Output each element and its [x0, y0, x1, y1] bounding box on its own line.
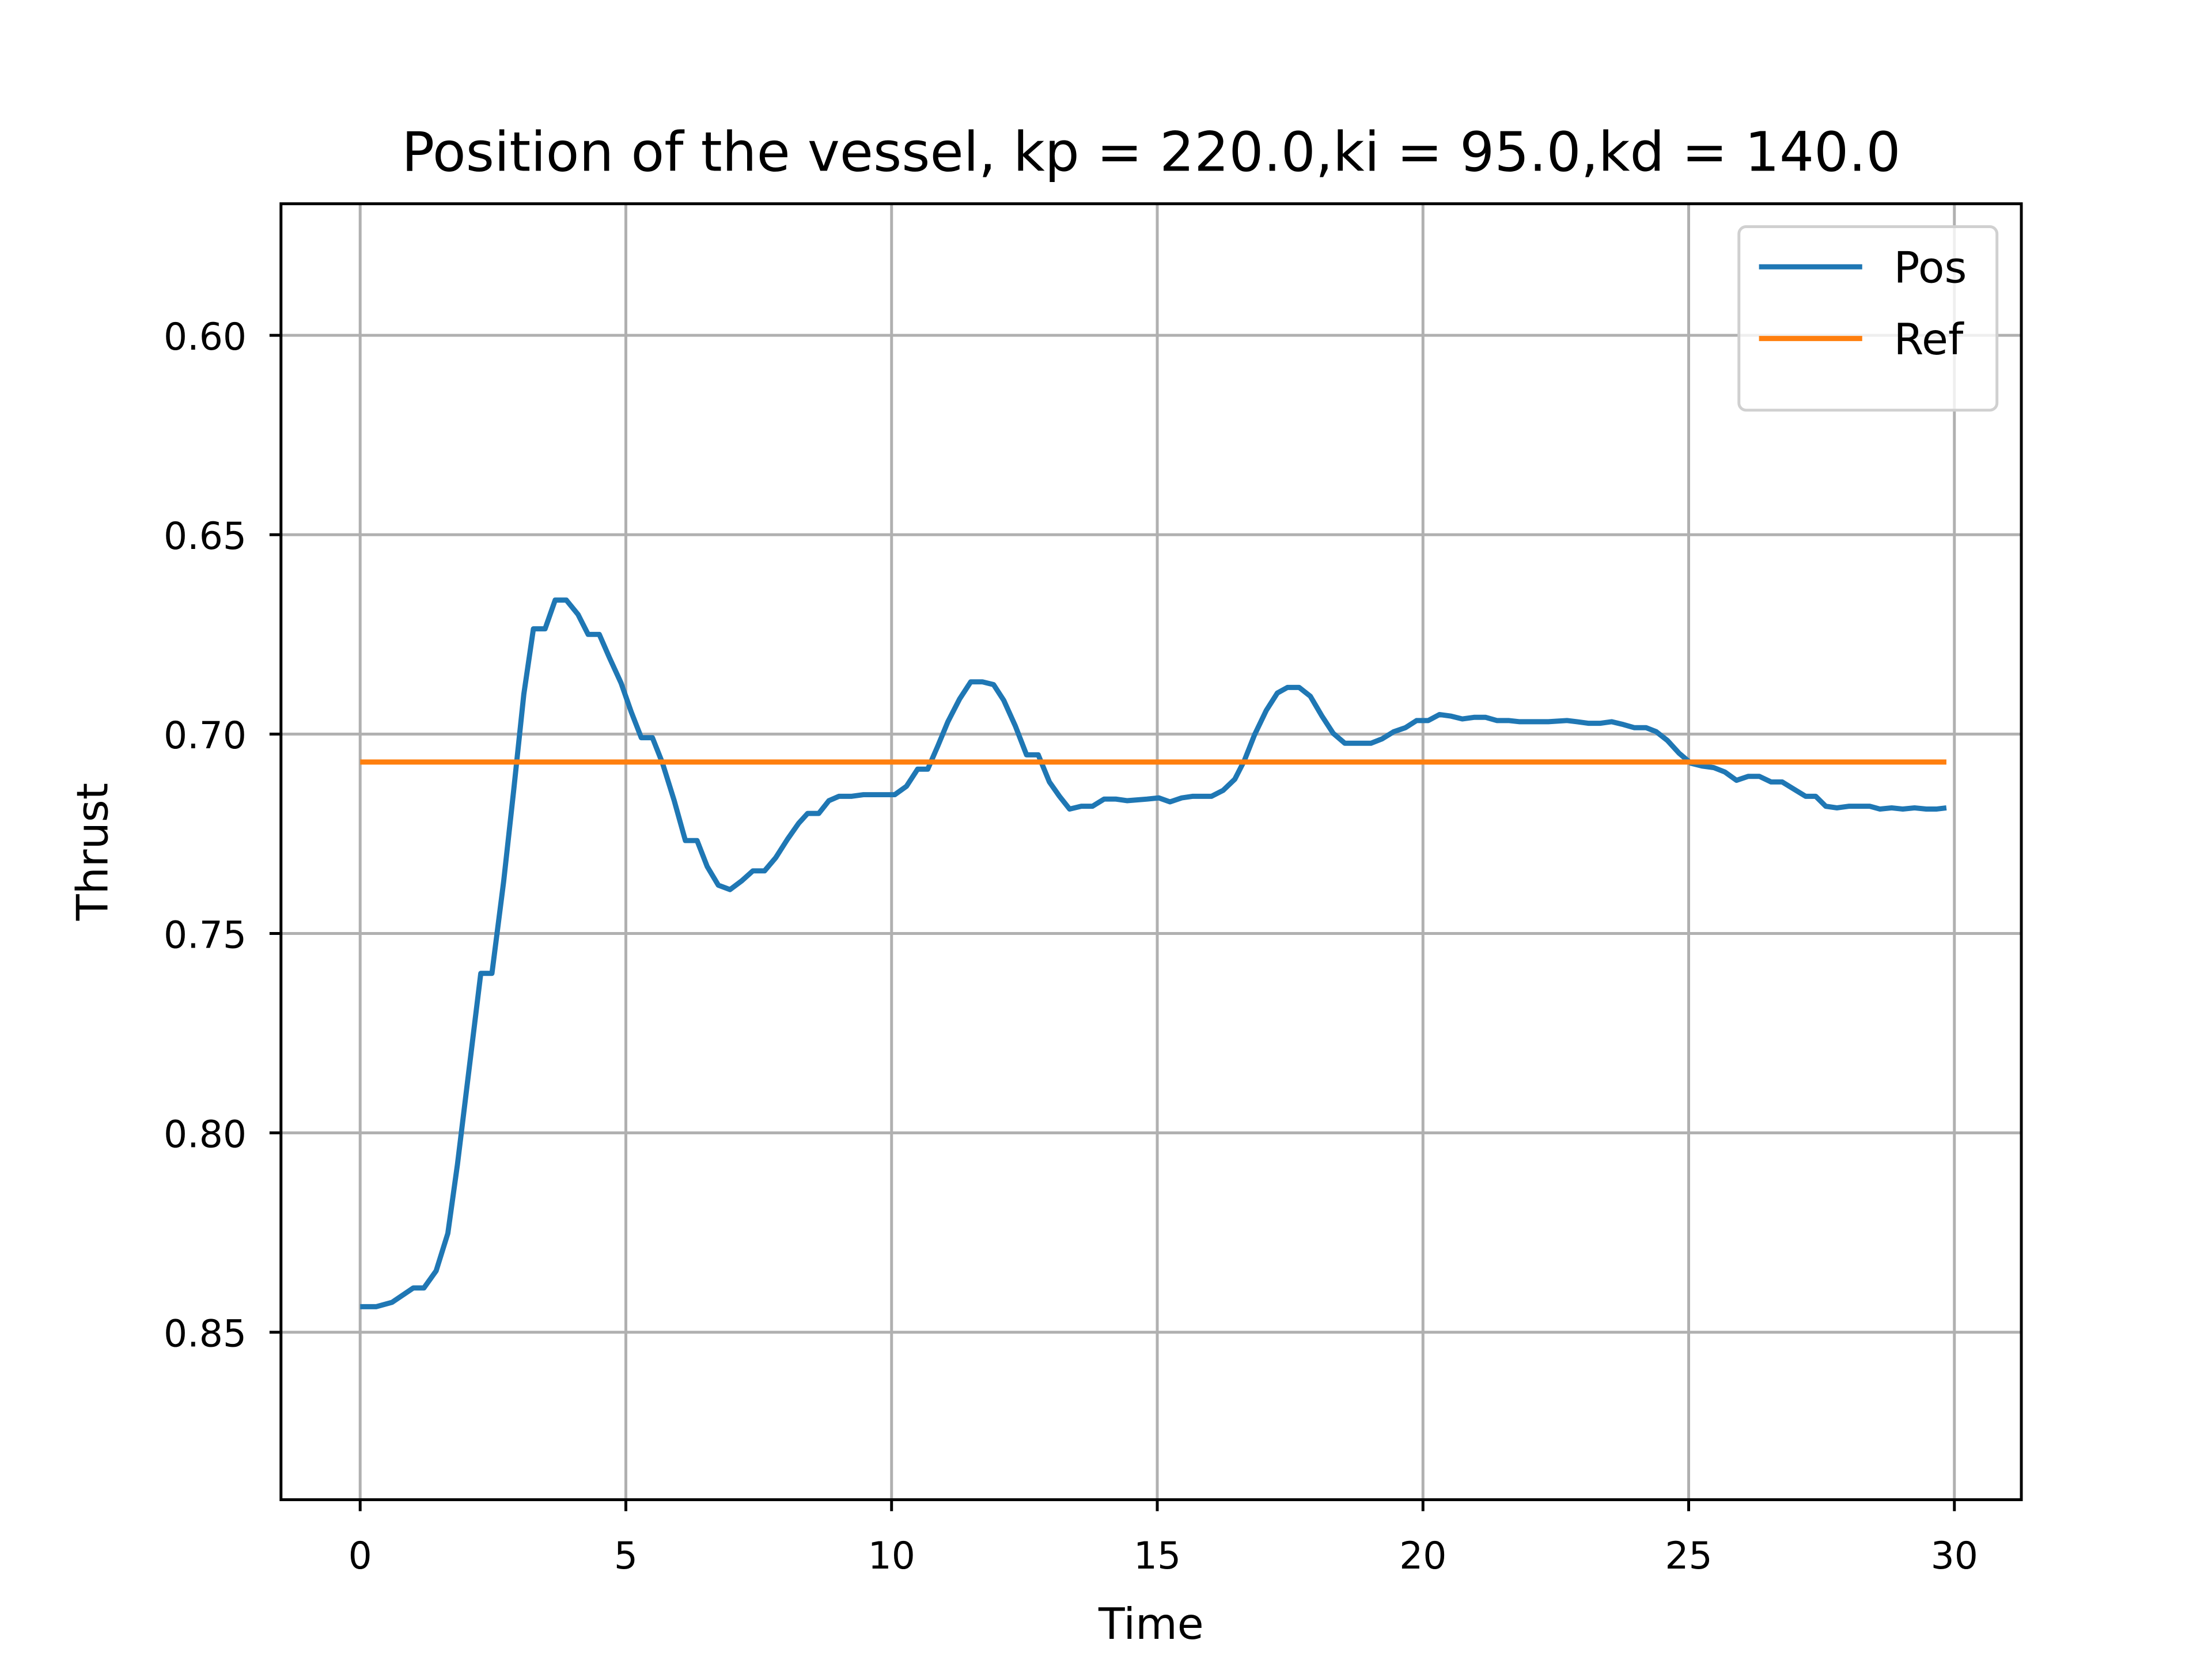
x-tick-label: 25 — [1665, 1535, 1712, 1578]
y-tick-label: 0.80 — [164, 1113, 247, 1156]
legend-label: Pos — [1894, 243, 1967, 293]
y-tick-label: 0.65 — [164, 515, 247, 558]
x-tick-label: 15 — [1134, 1535, 1181, 1578]
y-tick-label: 0.85 — [164, 1313, 247, 1356]
x-axis-label: Time — [1098, 1599, 1204, 1649]
x-tick-label: 10 — [868, 1535, 915, 1578]
axes-frame — [279, 202, 2023, 1501]
x-tick-label: 0 — [349, 1535, 372, 1578]
legend-box — [1737, 225, 1999, 412]
x-tick-label: 5 — [614, 1535, 638, 1578]
y-tick-label: 0.70 — [164, 714, 247, 757]
x-tick-label: 20 — [1399, 1535, 1446, 1578]
chart-title: Position of the vessel, kp = 220.0,ki = … — [402, 120, 1900, 184]
y-tick-label: 0.60 — [164, 316, 247, 359]
plot-area: 0 5 10 15 20 25 30 0.60 0.65 0.70 0.75 0.80 0.85 Pos R… — [164, 202, 2023, 1578]
legend-label: Ref — [1894, 315, 1964, 365]
data-line — [360, 597, 1947, 1309]
y-axis-label: Thrust — [68, 783, 118, 921]
y-tick-label: 0.75 — [164, 914, 247, 957]
x-tick-label: 30 — [1931, 1535, 1978, 1578]
